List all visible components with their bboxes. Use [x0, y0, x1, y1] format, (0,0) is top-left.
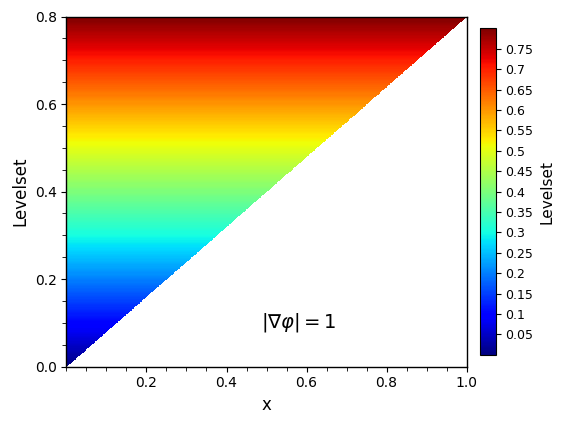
- X-axis label: x: x: [262, 396, 271, 414]
- Y-axis label: Levelset: Levelset: [11, 157, 29, 227]
- Y-axis label: Levelset: Levelset: [539, 160, 554, 224]
- Text: $|\nabla\varphi| = 1$: $|\nabla\varphi| = 1$: [261, 312, 336, 334]
